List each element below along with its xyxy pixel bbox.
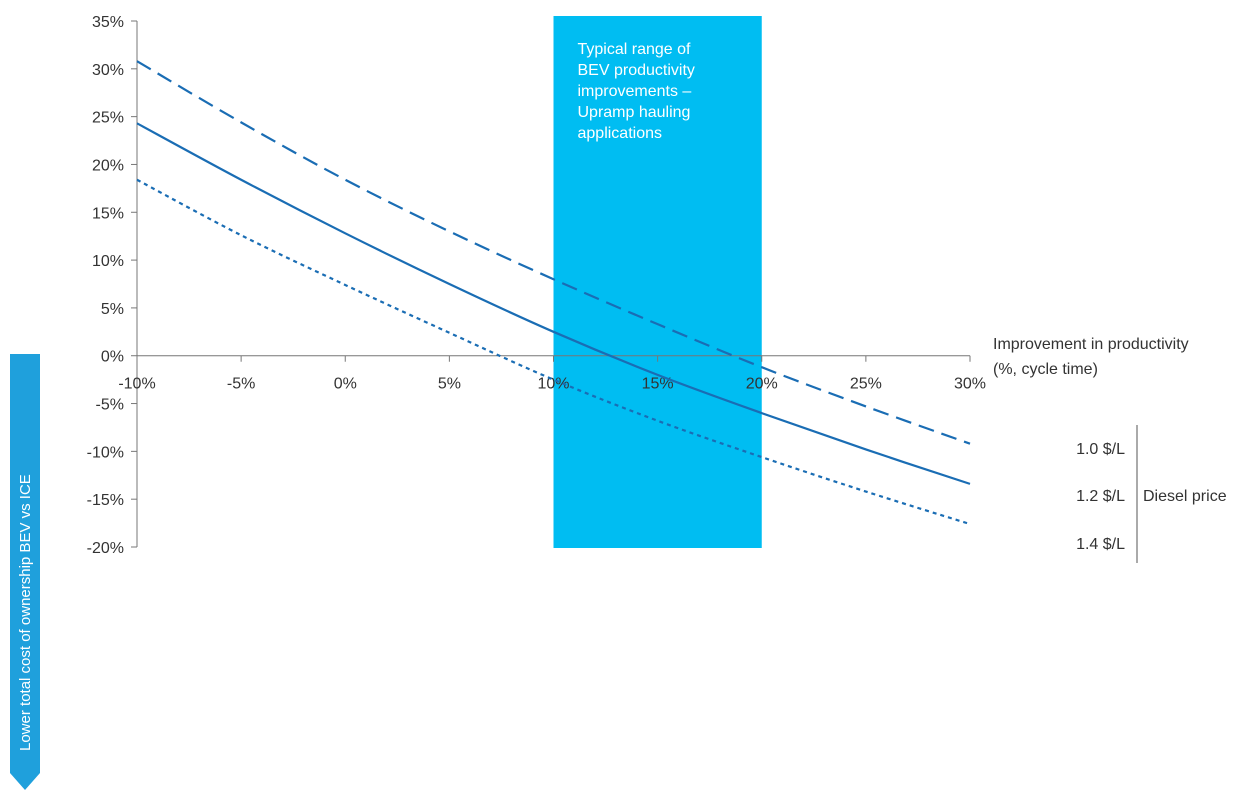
legend-label-1: 1.0 $/L [1076,441,1125,458]
y-axis-ticks: 35% 30% 25% 20% 15% 10% 5% 0% -5% -10% -15% -20% [87,14,137,557]
band-label-line-3: improvements – [578,83,692,100]
series-line-2 [136,122,971,485]
x-tick-label: 15% [642,376,674,393]
band-label-line-1: Typical range of [578,41,692,58]
y-tick-label: 5% [101,301,124,318]
y-axis-label: Lower total cost of ownership BEV vs ICE [17,474,34,751]
x-tick-label: 20% [746,376,778,393]
x-axis-label-line-1: Improvement in productivity [993,336,1189,353]
arrow-down-icon [10,354,40,790]
y-tick-label: 15% [92,205,124,222]
x-axis-label-line-2: (%, cycle time) [993,361,1098,378]
x-tick-label: 25% [850,376,882,393]
band-label-line-2: BEV productivity [578,62,695,79]
x-tick-label: -10% [118,376,155,393]
x-axis-ticks: -10% -5% 0% 5% 10% 15% 20% 25% 30% [118,355,986,393]
legend: 1.0 $/L 1.2 $/L 1.4 $/L Diesel price [1076,425,1227,563]
y-tick-label: -20% [87,540,124,557]
highlight-band [553,16,762,548]
x-tick-label: 5% [438,376,461,393]
y-tick-label: 20% [92,157,124,174]
y-tick-label: -10% [87,444,124,461]
legend-label-3: 1.4 $/L [1076,536,1125,553]
y-tick-label: -5% [96,397,124,414]
series-line-1 [136,60,971,445]
x-tick-label: -5% [227,376,255,393]
band-label: Typical range of BEV productivity improv… [578,41,695,142]
y-tick-label: 35% [92,14,124,31]
y-tick-label: -15% [87,492,124,509]
series-line-3 [136,178,971,526]
x-tick-label: 0% [334,376,357,393]
legend-group-label: Diesel price [1143,488,1227,505]
y-tick-label: 10% [92,253,124,270]
series-lines [136,60,971,526]
x-tick-label: 10% [537,376,569,393]
band-label-line-5: applications [578,125,663,142]
y-tick-label: 30% [92,62,124,79]
y-label-arrow: Lower total cost of ownership BEV vs ICE [10,354,40,790]
legend-label-2: 1.2 $/L [1076,488,1125,505]
y-tick-label: 0% [101,349,124,366]
x-tick-label: 30% [954,376,986,393]
y-tick-label: 25% [92,110,124,127]
band-label-line-4: Upramp hauling [578,104,691,121]
